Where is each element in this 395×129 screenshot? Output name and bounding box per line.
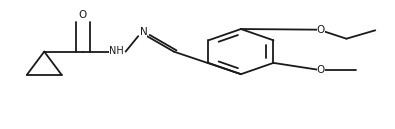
Text: NH: NH: [109, 46, 124, 56]
Text: O: O: [317, 65, 325, 75]
Text: O: O: [79, 10, 87, 20]
Text: N: N: [139, 27, 147, 37]
Text: O: O: [317, 25, 325, 35]
